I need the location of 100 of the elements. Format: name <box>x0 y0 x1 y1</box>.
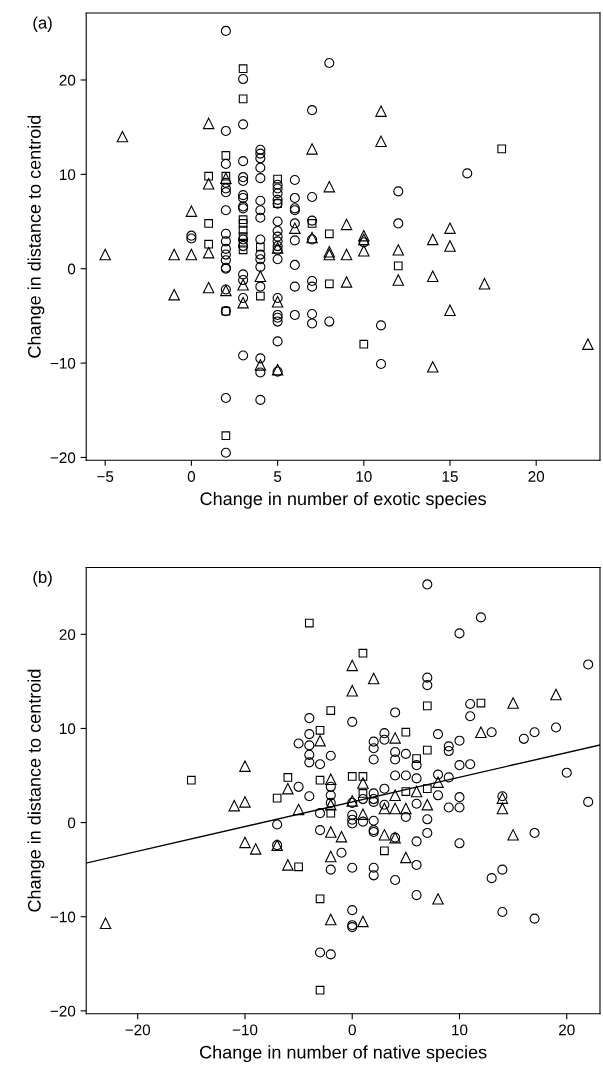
point <box>340 276 353 288</box>
y-tick-label: −20 <box>50 1005 76 1017</box>
point <box>315 775 325 785</box>
point <box>340 218 353 231</box>
point <box>238 238 248 248</box>
point <box>283 773 293 782</box>
x-tick-label: 20 <box>528 471 545 482</box>
point <box>185 248 198 261</box>
point <box>496 792 509 804</box>
point <box>358 245 370 257</box>
point <box>220 306 231 317</box>
point <box>476 698 486 708</box>
point <box>432 893 444 905</box>
point <box>324 279 334 289</box>
point <box>255 291 265 301</box>
point <box>358 648 368 658</box>
point <box>550 688 562 701</box>
point <box>346 795 358 807</box>
point <box>444 304 456 317</box>
point <box>401 787 411 796</box>
point <box>389 802 401 815</box>
point <box>202 281 215 294</box>
point <box>367 672 380 685</box>
point <box>238 215 248 225</box>
x-tick-label: 10 <box>452 1024 468 1036</box>
point <box>221 151 231 160</box>
y-tick-label: 0 <box>67 817 76 829</box>
point <box>378 829 391 841</box>
point <box>401 727 411 737</box>
point <box>326 808 336 818</box>
point <box>238 64 248 74</box>
point <box>378 802 391 815</box>
x-tick-label: 5 <box>273 471 282 482</box>
x-tick-label: 0 <box>187 471 196 482</box>
point <box>426 270 439 283</box>
point <box>375 135 387 148</box>
point <box>357 915 369 928</box>
point <box>323 180 336 193</box>
y-tick-label: 10 <box>59 723 76 735</box>
point <box>255 242 265 252</box>
point <box>421 798 434 811</box>
point <box>273 174 282 184</box>
point <box>422 784 432 794</box>
point <box>358 789 368 798</box>
point <box>359 339 369 349</box>
point <box>186 775 196 785</box>
x-axis-title: Change in number of native species <box>200 1045 487 1063</box>
point <box>358 229 370 242</box>
point <box>168 248 180 261</box>
point <box>478 278 491 290</box>
y-tick-label: 10 <box>59 169 76 181</box>
point <box>346 659 358 672</box>
x-tick-label: −20 <box>125 1024 151 1036</box>
y-tick-label: −10 <box>50 357 76 369</box>
point <box>307 219 317 228</box>
point <box>357 808 369 820</box>
point <box>271 295 284 308</box>
point <box>99 917 112 930</box>
point <box>239 760 251 772</box>
point <box>325 850 337 863</box>
point <box>357 777 369 789</box>
point <box>202 178 215 190</box>
point <box>392 274 405 286</box>
point <box>204 171 214 181</box>
point <box>389 831 401 844</box>
point <box>426 233 439 246</box>
point <box>238 219 248 228</box>
point <box>422 745 432 755</box>
point <box>335 830 348 843</box>
point <box>358 772 368 781</box>
point <box>228 799 241 812</box>
point <box>507 697 519 709</box>
point <box>325 913 337 926</box>
point <box>237 278 249 291</box>
point <box>432 776 444 788</box>
point <box>304 618 314 628</box>
point <box>475 726 487 738</box>
point <box>347 772 357 781</box>
point <box>220 284 232 297</box>
point <box>306 231 318 244</box>
point <box>116 130 129 143</box>
point <box>292 803 305 816</box>
point <box>497 144 507 154</box>
point <box>410 785 423 798</box>
point <box>254 270 267 283</box>
point <box>168 288 180 301</box>
point <box>393 261 403 271</box>
point <box>412 754 421 763</box>
point <box>340 248 353 261</box>
point <box>314 734 326 747</box>
y-tick-label: 20 <box>59 74 76 86</box>
point <box>271 242 284 254</box>
point <box>380 846 389 856</box>
point <box>324 229 334 239</box>
point <box>254 359 267 371</box>
x-axis-title: Change in number of exotic species <box>200 491 486 509</box>
point <box>422 701 432 711</box>
y-axis-title: Change in distance to centroid <box>27 115 45 358</box>
text: (b) <box>33 570 52 587</box>
point <box>325 798 337 811</box>
